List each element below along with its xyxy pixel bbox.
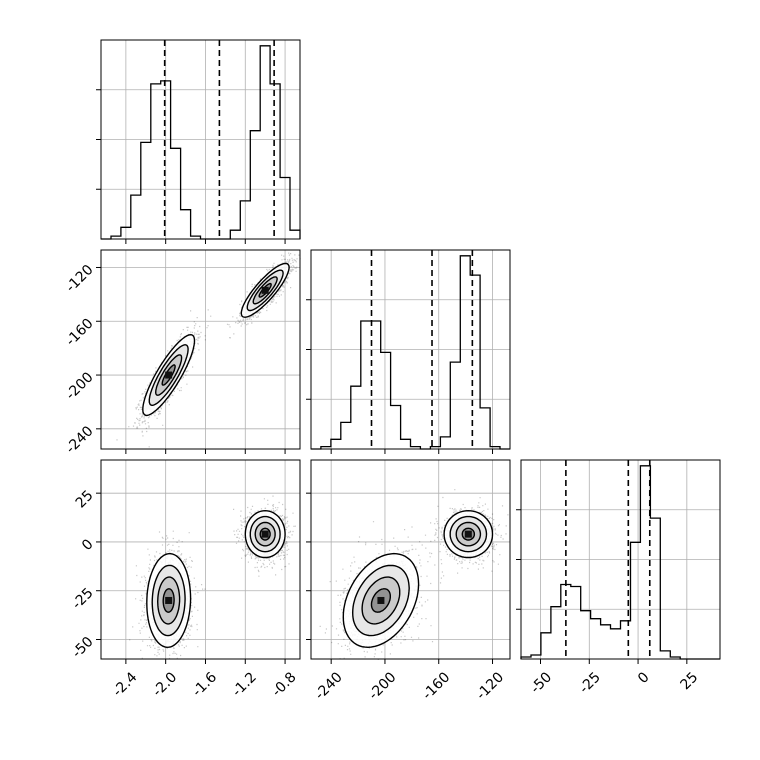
contour-layer bbox=[142, 262, 494, 649]
x-tick-label-2-3: 25 bbox=[678, 669, 702, 693]
hist-2-histogram-step bbox=[520, 465, 720, 660]
hist-0-histogram-step bbox=[101, 45, 301, 240]
hist-0-frame bbox=[100, 39, 301, 240]
panel-0-1-peak-1 bbox=[261, 286, 269, 294]
histogram-layer bbox=[101, 40, 720, 660]
y-tick-label-1-3: -120 bbox=[63, 262, 97, 296]
panel-0-2-peak-0 bbox=[165, 596, 173, 604]
y-tick-label-2-3: 25 bbox=[73, 488, 97, 512]
hist-1-frame bbox=[310, 249, 511, 450]
y-tick-label-2-0: -50 bbox=[69, 634, 96, 661]
x-tick-label-1-2: -160 bbox=[420, 669, 454, 703]
panel-1-2-peak-1 bbox=[464, 530, 472, 538]
x-tick-label-1-1: -200 bbox=[366, 669, 400, 703]
x-tick-label-0-2: -1.6 bbox=[189, 669, 220, 700]
y-tick-label-1-1: -200 bbox=[63, 369, 97, 403]
x-tick-label-0-3: -1.2 bbox=[229, 669, 260, 700]
panel-0-2-peak-1 bbox=[261, 530, 269, 538]
x-tick-label-2-2: 0 bbox=[635, 669, 653, 687]
hist-1-histogram-step bbox=[311, 255, 510, 450]
y-tick-label-1-0: -240 bbox=[63, 423, 97, 457]
x-tick-label-1-0: -240 bbox=[312, 669, 346, 703]
x-tick-label-1-3: -120 bbox=[473, 669, 507, 703]
panel-0-2-frame bbox=[100, 459, 301, 660]
panel-0-1-frame bbox=[100, 249, 301, 450]
y-tick-label-2-2: 0 bbox=[79, 536, 97, 554]
hist-2-frame bbox=[520, 459, 721, 660]
x-tick-label-2-0: -50 bbox=[528, 669, 555, 696]
panel-1-2-peak-0 bbox=[377, 596, 385, 604]
frame-layer bbox=[96, 39, 721, 664]
panel-1-2-frame bbox=[310, 459, 511, 660]
x-tick-label-2-1: -25 bbox=[576, 669, 603, 696]
x-tick-label-0-1: -2.0 bbox=[150, 669, 181, 700]
panel-0-1-peak-0 bbox=[165, 371, 173, 379]
y-tick-label-1-2: -160 bbox=[63, 316, 97, 350]
grid-layer bbox=[101, 40, 720, 659]
y-tick-label-2-1: -25 bbox=[69, 585, 96, 612]
x-tick-label-0-0: -2.4 bbox=[110, 669, 141, 700]
x-tick-label-0-4: -0.8 bbox=[269, 669, 300, 700]
